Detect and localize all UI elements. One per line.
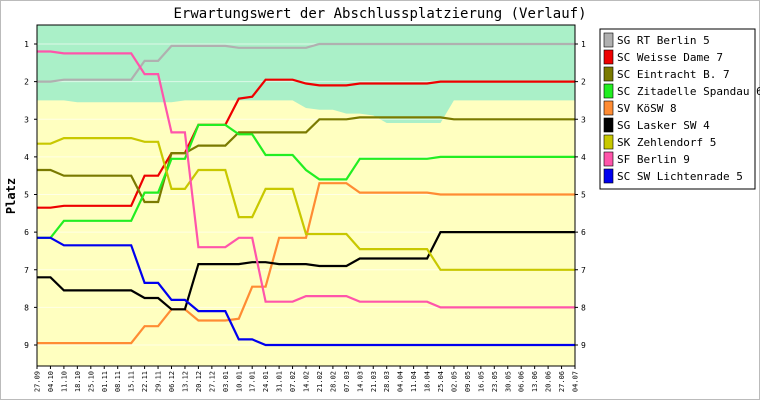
band-promotion (37, 25, 575, 123)
x-tick-label: 21.02 (316, 371, 324, 392)
y-axis-ticks: 1 1 2 2 3 3 4 4 5 5 6 6 7 7 8 8 9 9 (24, 40, 586, 350)
legend-swatch (603, 32, 614, 48)
y-tick-label: 8 (24, 303, 29, 312)
x-tick-label: 02.05 (450, 371, 458, 392)
legend-entry: SF Berlin 9 (617, 153, 690, 166)
legend-swatch (603, 134, 614, 150)
x-tick-label: 04.10 (47, 371, 55, 392)
x-tick-label: 03.01 (222, 371, 230, 392)
x-tick-label: 09.05 (464, 371, 472, 392)
x-tick-label: 04.07 (572, 371, 580, 392)
x-tick-label: 07.03 (343, 371, 351, 392)
series-line (37, 123, 575, 239)
x-tick-label: 28.02 (329, 371, 337, 392)
x-tick-label: 01.11 (101, 371, 109, 392)
chart-title: Erwartungswert der Abschlussplatzierung … (173, 6, 586, 22)
x-tick-label: 13.12 (181, 371, 189, 392)
y-tick-label: 4 (24, 153, 29, 162)
legend-swatch (603, 168, 614, 184)
y-axis-label: Platz (4, 178, 18, 214)
y-tick-label: 5 (581, 191, 586, 200)
series-line (37, 50, 575, 309)
legend-swatch (603, 83, 614, 99)
legend-entry: SC SW Lichtenrade 5 (617, 170, 743, 183)
x-tick-label: 16.05 (477, 371, 485, 392)
legend-swatch (603, 117, 614, 133)
legend-swatch (603, 100, 614, 116)
x-tick-label: 20.06 (545, 371, 553, 392)
x-tick-label: 06.06 (518, 371, 526, 392)
series-line (37, 116, 575, 204)
y-tick-label: 2 (24, 78, 29, 87)
x-tick-label: 15.11 (128, 371, 136, 392)
legend-entry: SC Zitadelle Spandau 6 (617, 85, 760, 98)
legend-entry: SG Lasker SW 4 (617, 119, 710, 132)
y-tick-label: 9 (24, 341, 29, 350)
x-tick-label: 31.01 (276, 371, 284, 392)
y-tick-label: 1 (581, 40, 586, 49)
series-lines (37, 42, 575, 347)
series-line (37, 236, 575, 347)
y-tick-label: 3 (24, 115, 29, 124)
x-tick-label: 08.11 (114, 371, 122, 392)
x-tick-label: 07.02 (289, 371, 297, 392)
y-tick-label: 6 (24, 228, 29, 237)
series-line (37, 231, 575, 311)
y-tick-label: 6 (581, 228, 586, 237)
series-line (37, 42, 575, 83)
x-tick-label: 21.03 (370, 371, 378, 392)
x-tick-label: 14.02 (303, 371, 311, 392)
x-tick-label: 18.10 (74, 371, 82, 392)
x-tick-label: 25.10 (87, 371, 95, 392)
y-tick-label: 4 (581, 153, 586, 162)
legend: SG RT Berlin 5 SC Weisse Dame 7 SC Eintrac… (599, 28, 760, 190)
x-tick-label: 13.06 (531, 371, 539, 392)
legend-entry: SK Zehlendorf 5 (617, 136, 716, 149)
x-tick-label: 14.03 (356, 371, 364, 392)
x-tick-label: 27.09 (34, 371, 42, 392)
series-line (37, 137, 575, 271)
x-tick-label: 22.11 (141, 371, 149, 392)
series-line (37, 182, 575, 345)
y-tick-label: 3 (581, 115, 586, 124)
y-tick-label: 7 (24, 266, 29, 275)
x-tick-label: 20.12 (195, 371, 203, 392)
y-tick-label: 9 (581, 341, 586, 350)
legend-swatch (603, 49, 614, 65)
x-tick-label: 27.12 (208, 371, 216, 392)
x-tick-label: 27.06 (558, 371, 566, 392)
x-axis-ticks: 27.09 04.10 11.10 18.10 25.10 01.11 08.11 15.11… (34, 366, 580, 392)
x-tick-label: 24.01 (262, 371, 270, 392)
y-tick-label: 2 (581, 78, 586, 87)
x-tick-label: 23.05 (491, 371, 499, 392)
x-tick-label: 06.12 (168, 371, 176, 392)
series-line (37, 78, 575, 209)
legend-entry: SV KöSW 8 (617, 102, 677, 115)
y-tick-label: 1 (24, 40, 29, 49)
x-tick-label: 04.04 (397, 371, 405, 392)
legend-swatch (603, 151, 614, 167)
x-tick-label: 18.04 (424, 371, 432, 392)
y-tick-label: 5 (24, 191, 29, 200)
legend-entry: SC Weisse Dame 7 (617, 51, 723, 64)
x-tick-label: 11.04 (410, 371, 418, 392)
y-tick-label: 7 (581, 266, 586, 275)
y-tick-label: 8 (581, 303, 586, 312)
x-tick-label: 29.11 (155, 371, 163, 392)
x-tick-label: 25.04 (437, 371, 445, 392)
x-tick-label: 11.10 (60, 371, 68, 392)
legend-box (599, 28, 756, 190)
x-tick-label: 30.05 (504, 371, 512, 392)
x-tick-label: 28.03 (383, 371, 391, 392)
legend-entry: SC Eintracht B. 7 (617, 68, 730, 81)
legend-entry: SG RT Berlin 5 (617, 34, 710, 47)
legend-swatch (603, 66, 614, 82)
x-tick-label: 17.01 (249, 371, 257, 392)
x-tick-label: 10.01 (235, 371, 243, 392)
